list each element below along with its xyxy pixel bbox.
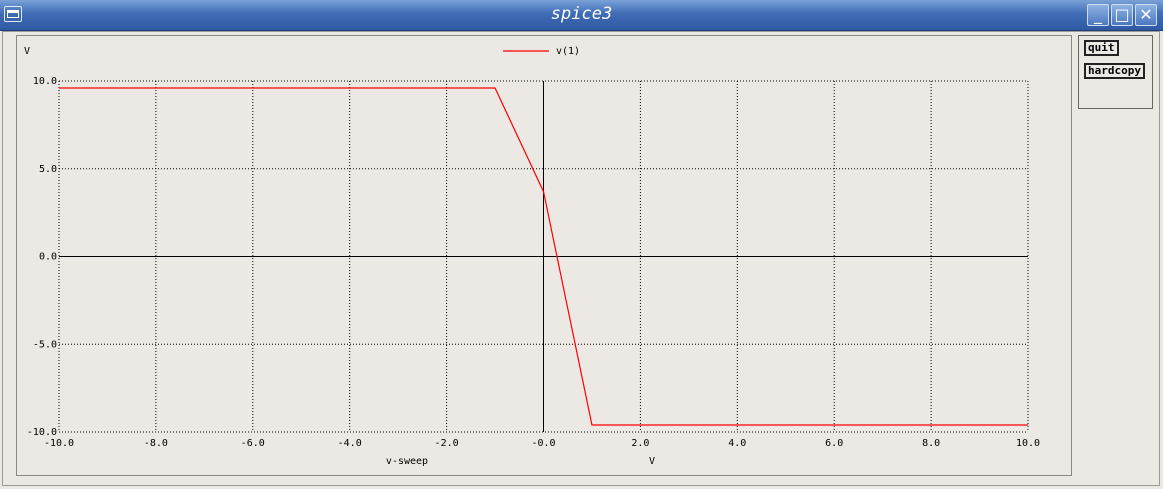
plot-area: -10.0 -8.0 -6.0 -4.0 -2.0 -0.0 2.0 4.0 6.0 8.0 10.… (16, 35, 1072, 476)
x-tick-label: -2.0 (435, 438, 459, 449)
axes (59, 81, 1028, 432)
maximize-icon: □ (1114, 5, 1129, 24)
line-chart: -10.0 -8.0 -6.0 -4.0 -2.0 -0.0 2.0 4.0 6.0 8.0 10.… (17, 36, 1071, 475)
x-tick-label: -6.0 (241, 438, 265, 449)
y-tick-label: 5.0 (39, 164, 57, 175)
x-tick-label: 2.0 (631, 438, 649, 449)
y-tick-label: -5.0 (33, 339, 57, 350)
window-title: spice3 (0, 4, 1163, 24)
x-tick-label: 10.0 (1016, 438, 1040, 449)
y-tick-label: 0.0 (39, 252, 57, 263)
x-tick-label: -4.0 (338, 438, 362, 449)
x-tick-label: 8.0 (922, 438, 940, 449)
minimize-button[interactable]: _ (1087, 4, 1109, 26)
hardcopy-button[interactable]: hardcopy (1084, 63, 1145, 79)
y-tick-label: 10.0 (33, 76, 57, 87)
x-tick-label: -8.0 (144, 438, 168, 449)
x-axis-label: v-sweep (386, 456, 428, 467)
x-tick-label: -0.0 (531, 438, 555, 449)
quit-button[interactable]: quit (1084, 40, 1119, 56)
minimize-icon: _ (1094, 5, 1102, 24)
x-axis-unit: V (649, 456, 655, 467)
x-tick-label: 4.0 (728, 438, 746, 449)
legend-label: v(1) (556, 46, 580, 57)
x-tick-label: -10.0 (44, 438, 74, 449)
command-panel: quit hardcopy (1078, 35, 1153, 109)
y-tick-label: -10.0 (27, 427, 57, 438)
maximize-button[interactable]: □ (1111, 4, 1133, 26)
title-bar[interactable]: spice3 _ □ ✕ (0, 0, 1163, 31)
close-icon: ✕ (1139, 5, 1152, 24)
x-tick-label: 6.0 (825, 438, 843, 449)
close-button[interactable]: ✕ (1135, 4, 1157, 26)
y-axis-label: V (24, 46, 30, 57)
